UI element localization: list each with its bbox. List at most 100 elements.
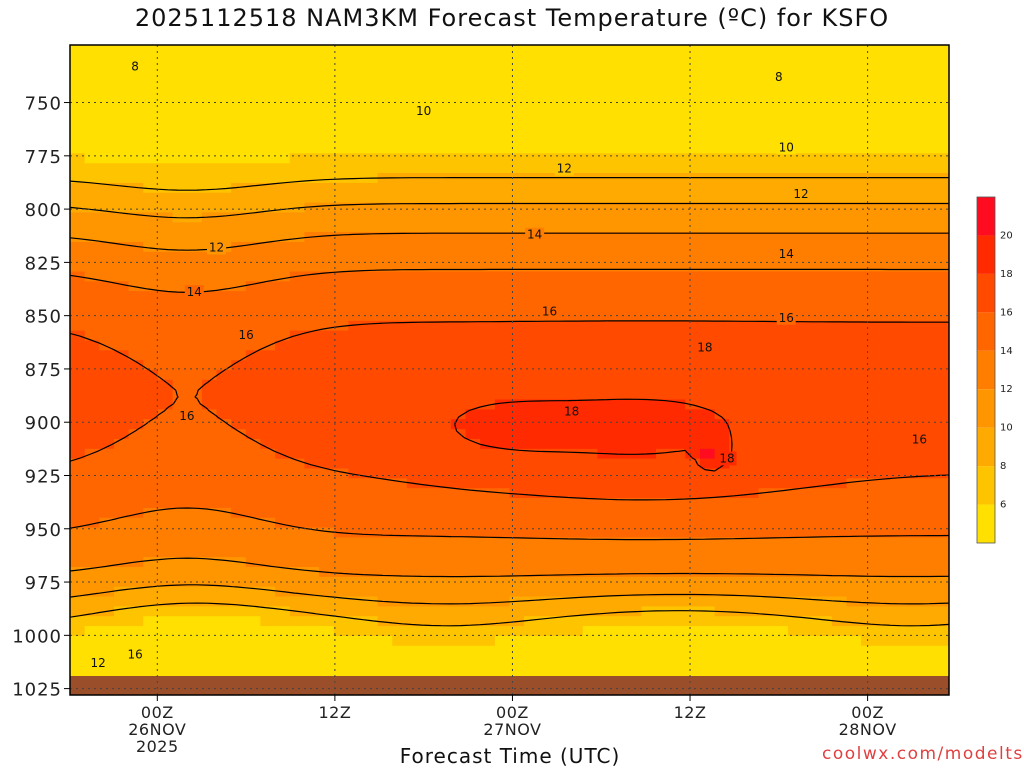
field-cell — [245, 133, 262, 144]
field-cell — [773, 123, 789, 135]
field-cell — [700, 478, 716, 489]
field-cell — [568, 596, 584, 607]
field-cell — [656, 498, 672, 509]
field-cell — [480, 616, 496, 627]
field-cell — [465, 665, 481, 676]
field-cell — [582, 54, 599, 66]
field-cell — [524, 281, 540, 292]
field-cell — [802, 104, 818, 115]
field-cell — [128, 202, 144, 213]
field-cell — [245, 419, 262, 430]
field-cell — [187, 222, 203, 233]
field-cell — [480, 123, 496, 135]
field-cell — [450, 330, 467, 341]
field-cell — [934, 74, 949, 85]
field-cell — [275, 419, 291, 430]
field-cell — [553, 261, 569, 273]
field-cell — [406, 291, 423, 302]
field-cell — [656, 557, 672, 568]
field-cell — [817, 547, 833, 558]
field-cell — [626, 133, 642, 144]
field-cell — [450, 596, 467, 607]
field-cell — [685, 616, 701, 627]
field-cell — [436, 242, 452, 253]
y-tick-label: 1000 — [12, 626, 62, 647]
field-cell — [114, 665, 130, 676]
field-cell — [700, 64, 716, 76]
field-cell — [436, 389, 452, 401]
field-cell — [626, 409, 642, 420]
field-cell — [421, 350, 437, 361]
field-cell — [597, 74, 613, 85]
field-cell — [436, 94, 452, 105]
field-cell — [363, 360, 379, 371]
field-cell — [84, 645, 100, 657]
field-cell — [729, 251, 745, 263]
field-cell — [275, 429, 291, 440]
field-cell — [143, 458, 159, 469]
field-cell — [846, 537, 862, 548]
field-cell — [714, 113, 730, 125]
field-cell — [363, 212, 379, 223]
field-cell — [114, 54, 130, 66]
field-cell — [846, 182, 862, 194]
field-cell — [289, 281, 306, 292]
field-cell — [831, 94, 848, 105]
field-cell — [524, 635, 540, 647]
field-cell — [802, 271, 818, 282]
field-cell — [553, 586, 569, 598]
field-cell — [802, 340, 818, 351]
field-cell — [421, 330, 437, 341]
field-cell — [216, 271, 232, 282]
field-cell — [128, 143, 144, 154]
field-cell — [143, 665, 159, 676]
field-cell — [670, 192, 686, 204]
field-cell — [582, 438, 599, 450]
field-cell — [743, 478, 760, 489]
field-cell — [465, 586, 481, 598]
field-cell — [524, 212, 540, 223]
field-cell — [450, 271, 467, 282]
field-cell — [597, 517, 613, 529]
field-cell — [465, 468, 481, 479]
field-cell — [538, 261, 555, 273]
field-cell — [743, 527, 760, 538]
field-cell — [494, 626, 511, 637]
field-cell — [729, 458, 745, 469]
field-cell — [758, 301, 774, 312]
colorbar-label: 10 — [1000, 423, 1013, 434]
field-cell — [553, 113, 569, 125]
field-cell — [905, 527, 921, 538]
field-cell — [553, 409, 569, 420]
field-cell — [582, 665, 599, 676]
x-tick-label: 00Z — [141, 703, 174, 722]
field-cell — [187, 113, 203, 125]
contour-label-bg — [776, 140, 796, 155]
field-cell — [831, 557, 848, 568]
field-cell — [743, 251, 760, 263]
field-cell — [714, 379, 730, 391]
field-cell — [143, 517, 159, 529]
field-cell — [670, 655, 686, 666]
field-cell — [450, 655, 467, 666]
field-cell — [172, 94, 188, 105]
field-cell — [187, 45, 203, 56]
field-cell — [319, 419, 335, 430]
field-cell — [509, 517, 525, 529]
field-cell — [597, 527, 613, 538]
field-cell — [656, 527, 672, 538]
field-cell — [582, 606, 599, 617]
field-cell — [773, 360, 789, 371]
field-cell — [597, 567, 613, 578]
field-cell — [641, 133, 657, 144]
field-cell — [319, 173, 335, 184]
field-cell — [157, 468, 174, 479]
field-cell — [743, 310, 760, 322]
field-cell — [861, 635, 877, 647]
field-cell — [304, 507, 320, 519]
field-cell — [641, 507, 657, 519]
field-cell — [363, 507, 379, 519]
field-cell — [333, 84, 349, 95]
field-cell — [480, 370, 496, 381]
